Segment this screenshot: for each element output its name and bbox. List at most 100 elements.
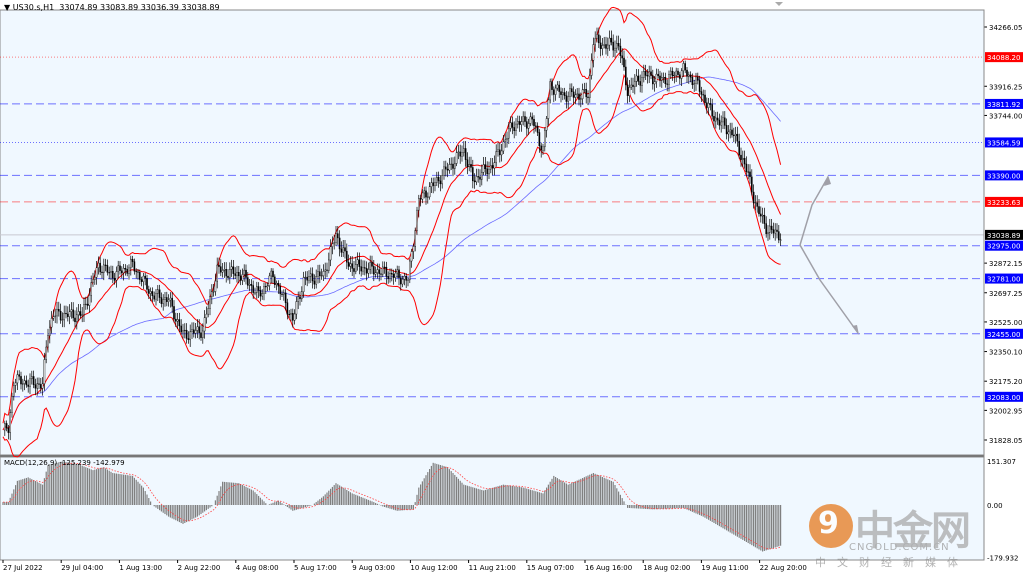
level-price-tag [985, 391, 1023, 402]
candle-body [162, 299, 165, 304]
candle-body [261, 293, 264, 297]
candle-body [707, 103, 710, 108]
candle-body [394, 272, 397, 278]
candle-body [56, 309, 58, 317]
candle-body [124, 268, 127, 270]
time-tick-label: 29 Jul 04:00 [61, 564, 103, 572]
candle-body [628, 87, 631, 96]
level-price-label: 33233.63 [987, 199, 1020, 207]
watermark-url: CNGOLD.COM.CN [849, 542, 950, 553]
candle-body [376, 269, 379, 273]
candle-body [11, 396, 13, 413]
candle-body [144, 275, 147, 279]
candle-body [171, 297, 174, 307]
candle-body [448, 164, 451, 171]
candle-body [538, 132, 541, 147]
candle-body [110, 271, 112, 273]
candle-body [596, 34, 598, 39]
candle-body [337, 233, 339, 239]
candle-body [578, 93, 580, 100]
candle-body [248, 284, 251, 286]
candle-body [761, 214, 764, 217]
candle-body [430, 182, 433, 188]
candle-body [75, 314, 78, 323]
candle-body [385, 266, 388, 277]
candle-body [443, 166, 445, 176]
level-price-label: 32455.00 [987, 331, 1020, 339]
candle-body [185, 329, 188, 339]
candle-body [747, 171, 749, 173]
candle-body [722, 117, 724, 123]
candle-body [513, 127, 515, 132]
candle-body [592, 44, 595, 61]
candle-body [147, 289, 150, 294]
candle-body [405, 275, 408, 281]
candle-body [760, 213, 762, 217]
candle-body [455, 152, 458, 164]
candle-body [27, 384, 30, 387]
candle-body [522, 116, 524, 122]
candle-body [477, 176, 480, 178]
candle-body [482, 164, 485, 173]
candle-body [574, 94, 577, 98]
candle-body [214, 280, 217, 292]
candle-body [331, 243, 334, 247]
candle-body [779, 239, 782, 241]
candle-body [659, 75, 661, 81]
candle-body [234, 273, 237, 276]
candle-body [311, 273, 314, 282]
candle-body [301, 291, 303, 300]
candle-body [92, 279, 94, 283]
time-tick-label: 22 Aug 20:00 [760, 564, 807, 572]
candle-body [716, 117, 719, 121]
candle-body [290, 313, 292, 315]
candle-body [711, 104, 713, 117]
candle-body [293, 313, 296, 321]
bollinger-lower-band [2, 73, 781, 458]
candle-body [589, 75, 591, 98]
candle-body [754, 202, 757, 204]
candle-body [302, 277, 305, 292]
candle-body [673, 75, 676, 77]
candle-body [684, 63, 686, 71]
level-price-tag [985, 240, 1023, 251]
candle-body [466, 159, 469, 168]
candle-body [472, 167, 474, 182]
candle-body [740, 154, 742, 160]
candle-body [635, 75, 638, 82]
candle-body [610, 37, 613, 43]
price-tick-label: 32525.00 [989, 319, 1022, 327]
current-price-label: 33038.89 [987, 232, 1020, 240]
candle-body [437, 177, 440, 182]
candle-body [16, 374, 19, 384]
candle-body [425, 190, 427, 198]
candle-body [306, 276, 309, 281]
candle-body [115, 271, 118, 281]
candle-body [135, 270, 138, 273]
dropdown-triangle-icon[interactable]: ▼ [4, 3, 13, 12]
ohlc-readout: 33074.89 33083.89 33036.39 33038.89 [59, 3, 220, 12]
candle-body [25, 380, 28, 386]
candle-body [256, 286, 258, 293]
candle-body [527, 123, 530, 129]
candle-body [34, 384, 37, 389]
candle-body [9, 412, 12, 433]
candle-body [769, 225, 771, 233]
candle-body [774, 229, 776, 234]
candle-body [158, 289, 161, 298]
candle-body [608, 37, 611, 46]
macd-histogram [2, 461, 782, 552]
candle-body [59, 310, 62, 321]
candle-body [176, 319, 179, 322]
candle-body [219, 266, 222, 273]
candle-body [317, 271, 319, 277]
candle-body [729, 129, 731, 133]
candle-body [120, 270, 123, 274]
candle-body [623, 57, 625, 68]
candle-body [634, 80, 636, 87]
candle-body [65, 312, 67, 315]
candle-body [643, 71, 645, 78]
candle-body [90, 282, 92, 296]
candle-body [398, 269, 400, 278]
